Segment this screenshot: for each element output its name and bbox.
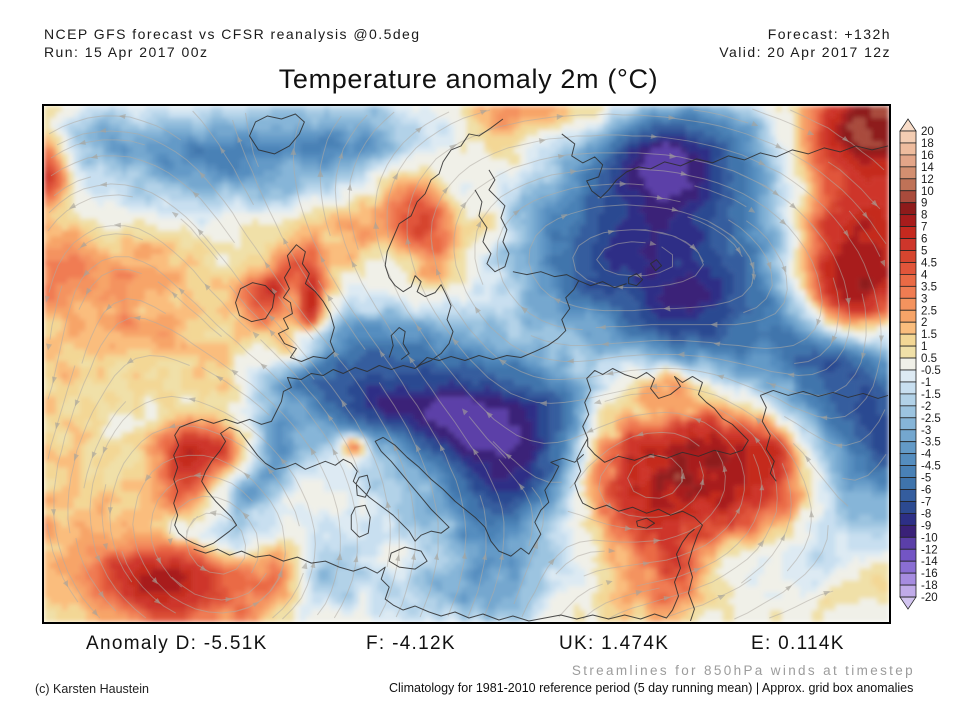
- svg-text:-9: -9: [921, 520, 931, 532]
- svg-text:1.5: 1.5: [921, 329, 937, 341]
- svg-text:-18: -18: [921, 580, 938, 592]
- svg-text:-4.5: -4.5: [921, 461, 941, 473]
- svg-text:-7: -7: [921, 496, 931, 508]
- svg-text:4.5: 4.5: [921, 257, 937, 269]
- svg-text:-16: -16: [921, 568, 938, 580]
- svg-text:8: 8: [921, 210, 927, 222]
- svg-text:2: 2: [921, 317, 927, 329]
- svg-text:9: 9: [921, 198, 927, 210]
- svg-text:3: 3: [921, 293, 927, 305]
- svg-text:-0.5: -0.5: [921, 365, 941, 377]
- svg-text:-2: -2: [921, 401, 931, 413]
- svg-text:-12: -12: [921, 544, 938, 556]
- svg-text:-10: -10: [921, 532, 938, 544]
- svg-text:0.5: 0.5: [921, 353, 937, 365]
- svg-text:10: 10: [921, 186, 934, 198]
- svg-text:-4: -4: [921, 449, 932, 461]
- svg-text:-3.5: -3.5: [921, 437, 941, 449]
- svg-text:-1.5: -1.5: [921, 389, 941, 401]
- svg-text:-6: -6: [921, 485, 931, 497]
- svg-text:14: 14: [921, 162, 934, 174]
- svg-text:6: 6: [921, 234, 927, 246]
- svg-text:-3: -3: [921, 425, 931, 437]
- svg-text:5: 5: [921, 246, 927, 258]
- svg-text:4: 4: [921, 269, 928, 281]
- svg-text:-2.5: -2.5: [921, 413, 941, 425]
- svg-text:-5: -5: [921, 473, 931, 485]
- svg-text:3.5: 3.5: [921, 281, 937, 293]
- svg-text:-1: -1: [921, 377, 931, 389]
- svg-text:12: 12: [921, 174, 934, 186]
- svg-text:-20: -20: [921, 592, 938, 604]
- svg-text:-8: -8: [921, 508, 931, 520]
- svg-text:20: 20: [921, 126, 934, 138]
- svg-text:1: 1: [921, 341, 927, 353]
- svg-text:18: 18: [921, 138, 934, 150]
- svg-text:2.5: 2.5: [921, 305, 937, 317]
- svg-text:7: 7: [921, 222, 927, 234]
- svg-text:-14: -14: [921, 556, 938, 568]
- svg-text:16: 16: [921, 150, 934, 162]
